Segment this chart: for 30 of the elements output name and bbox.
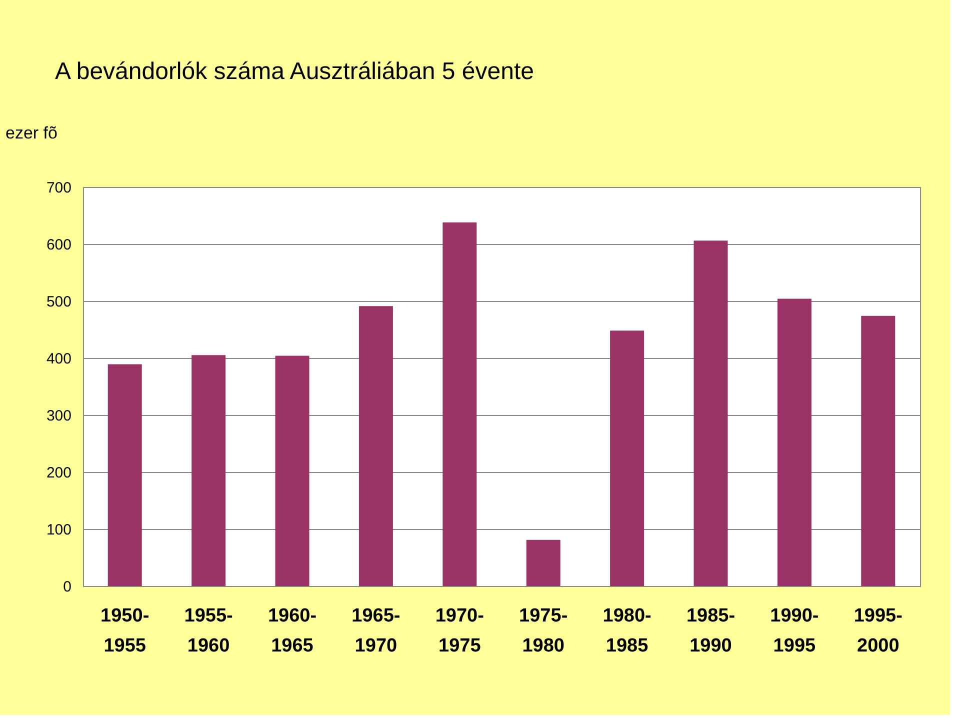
bar [694, 240, 728, 586]
y-tick-label: 500 [46, 294, 72, 310]
bar [610, 330, 644, 586]
x-tick-label: 1955-1960 [184, 606, 233, 656]
y-tick-label: 400 [46, 350, 72, 368]
x-tick-label: 1980-1985 [602, 606, 652, 656]
y-tick-label: 300 [46, 408, 72, 424]
x-tick-label: 1960-1965 [268, 606, 317, 656]
x-tick-label: 1950-1955 [100, 606, 150, 656]
chart-title: A bevándorlók száma Ausztráliában 5 évente [55, 58, 534, 85]
bar [108, 364, 142, 586]
x-tick-label: 1990-1995 [770, 606, 819, 656]
y-tick-label: 600 [46, 236, 72, 254]
bar [358, 306, 393, 586]
bar [442, 222, 477, 586]
y-tick-label: 200 [46, 464, 72, 482]
x-tick-label: 1970-1975 [435, 606, 484, 656]
x-tick-label: 1985-1990 [686, 606, 736, 656]
y-tick-label: 100 [46, 522, 72, 538]
bar [861, 316, 896, 586]
bar [192, 355, 226, 586]
y-tick-label: 700 [46, 180, 72, 196]
bar [526, 540, 560, 586]
x-tick-label: 1995-2000 [854, 606, 902, 656]
bar [777, 298, 812, 586]
y-axis-title: ezer fõ [6, 124, 58, 142]
bar [275, 356, 310, 586]
y-tick-label: 0 [63, 578, 72, 596]
x-tick-label: 1975-1980 [519, 606, 568, 656]
x-tick-label: 1965-1970 [352, 606, 400, 656]
